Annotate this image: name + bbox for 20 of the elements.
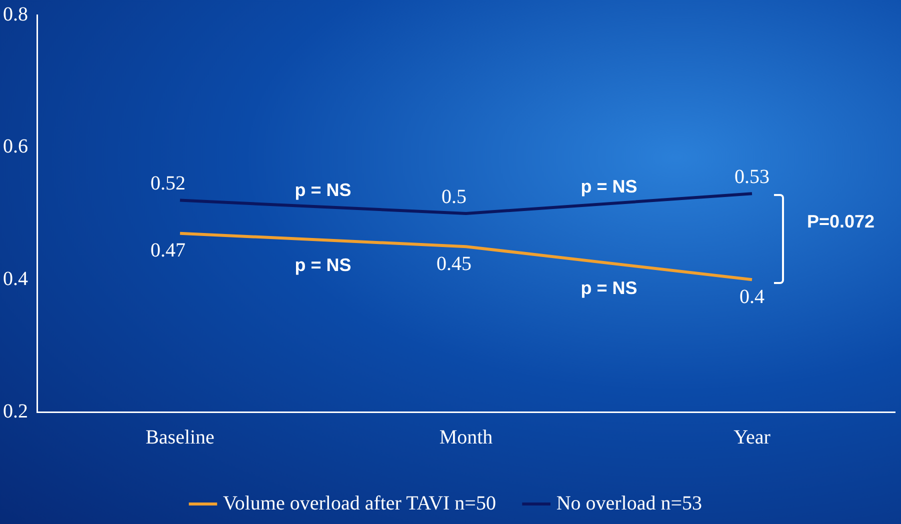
data-label: 0.4 [740,286,764,308]
legend-label: No overload n=53 [556,492,702,514]
data-label: 0.47 [150,240,186,262]
annotation: p = NS [580,278,638,298]
x-tick-label: Baseline [146,426,215,448]
data-label: 0.45 [436,252,472,275]
data-label: 0.53 [734,166,770,188]
data-label: 0.5 [442,186,466,208]
data-label: 0.52 [150,172,186,195]
y-tick-label: 0.4 [3,268,28,290]
annotation: p = NS [580,176,638,197]
legend-label: Volume overload after TAVI n=50 [222,492,496,514]
annotation: p = NS [294,180,352,200]
annotation: p = NS [294,254,352,275]
x-tick-label: Year [734,426,771,448]
annotation: P=0.072 [807,212,875,232]
y-tick-label: 0.6 [3,136,28,158]
x-tick-label: Month [439,426,493,448]
y-tick-label: 0.2 [3,400,28,422]
y-tick-label: 0.8 [3,3,28,26]
